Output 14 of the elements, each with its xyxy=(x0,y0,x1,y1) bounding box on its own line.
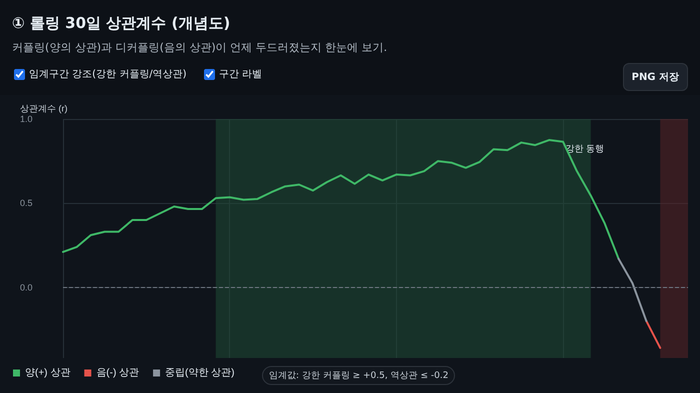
legend-label: 중립(약한 상관) xyxy=(165,368,234,378)
text: 임계값: 강한 커플링 ≥ +0.5, 역상관 ≤ -0.2 xyxy=(262,366,456,385)
text: 임계구간 강조(강한 커플링/역상관) xyxy=(29,68,187,81)
y-tick-label: 0.0 xyxy=(20,282,33,292)
text: 구간 라벨 xyxy=(219,68,262,81)
legend-label: 양(+) 상관 xyxy=(25,368,70,378)
chart-title: ① 롤링 30일 상관계수 (개념도) xyxy=(12,14,230,33)
legend-label: 음(-) 상관 xyxy=(96,368,140,378)
text: PNG 저장 xyxy=(622,63,688,91)
y-tick-label: 0.5 xyxy=(20,198,33,208)
y-axis-title: 상관계수 (r) xyxy=(20,104,68,114)
chart-subtitle: 커플링(양의 상관)과 디커플링(음의 상관)이 언제 두드러졌는지 한눈에 보기. xyxy=(12,40,388,55)
line-series xyxy=(62,139,620,260)
y-tick-label: 1.0 xyxy=(20,114,33,124)
